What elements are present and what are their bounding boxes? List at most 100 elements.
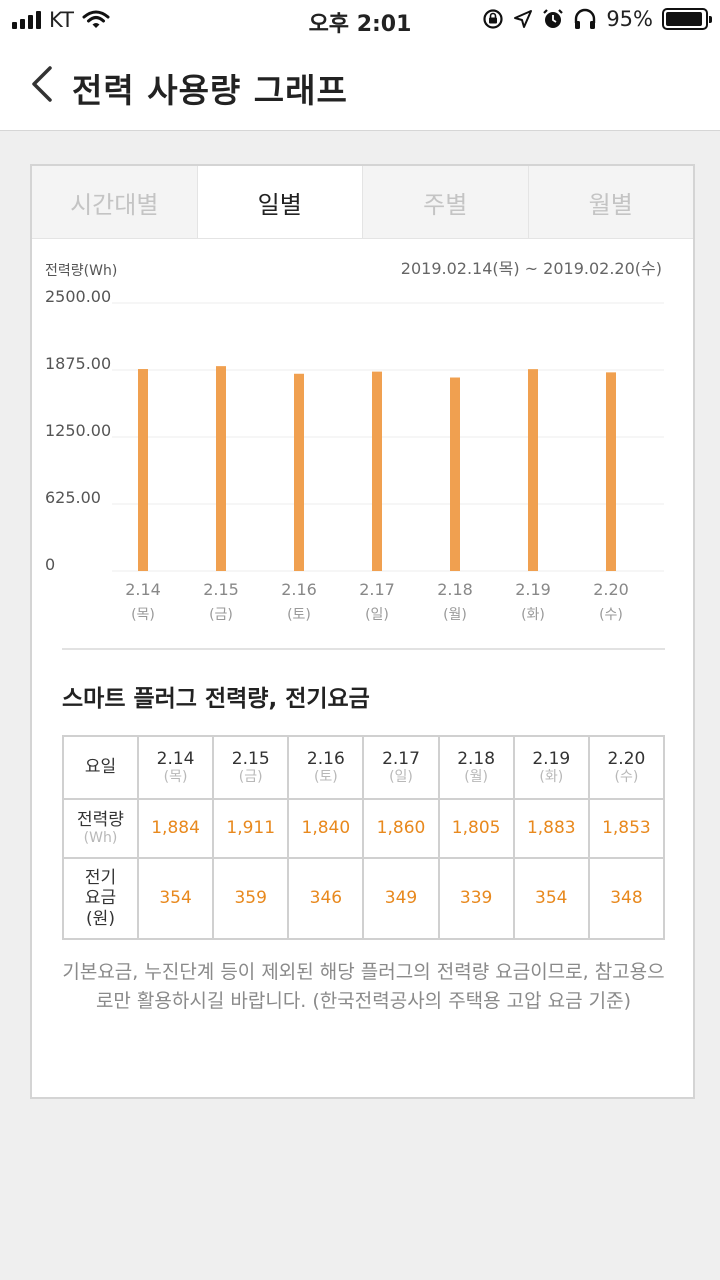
period-tabs: 시간대별 일별 주별 월별 xyxy=(32,166,693,239)
chevron-left-icon xyxy=(32,66,52,102)
page-title: 전력 사용량 그래프 xyxy=(72,71,348,110)
battery-icon xyxy=(662,8,712,30)
x-tick-weekday: (월) xyxy=(443,607,467,623)
cell-date: 2.17 xyxy=(382,748,420,769)
y-tick-label: 1250.00 xyxy=(45,421,111,440)
x-tick-label: 2.18 xyxy=(437,580,473,599)
cost-header-line1: 전기 xyxy=(84,867,117,888)
x-tick-weekday: (일) xyxy=(365,607,389,623)
cell-date: 2.18 xyxy=(457,748,496,769)
table-cell-energy: 1,860 xyxy=(362,798,440,859)
x-tick-label: 2.14 xyxy=(125,580,161,599)
table-cell-cost: 354 xyxy=(512,857,590,940)
tab-daily[interactable]: 일별 xyxy=(197,166,363,238)
battery-percent: 95% xyxy=(606,7,653,31)
cell-weekday: (금) xyxy=(238,769,263,786)
x-tick-label: 2.17 xyxy=(359,580,395,599)
x-tick-weekday: (토) xyxy=(287,607,311,623)
energy-header-unit: (Wh) xyxy=(83,830,118,847)
headphones-icon xyxy=(575,8,596,29)
chart-bar xyxy=(294,373,304,571)
back-button[interactable] xyxy=(22,62,62,106)
tab-label: 시간대별 xyxy=(70,190,159,219)
chart-bar xyxy=(216,366,226,571)
y-tick-label: 2500.00 xyxy=(45,287,111,306)
x-tick-weekday: (수) xyxy=(599,607,623,623)
bar-chart-svg: 전력량(Wh) 2019.02.14(목) ~ 2019.02.20(수) 2500… xyxy=(45,259,664,623)
x-tick-label: 2.15 xyxy=(203,580,239,599)
x-tick-weekday: (목) xyxy=(131,607,155,623)
table-cell-day: 2.14 (목) xyxy=(136,735,215,800)
chart-bar xyxy=(528,369,538,571)
app-header: 전력 사용량 그래프 xyxy=(0,40,720,131)
cost-header-unit: (원) xyxy=(86,908,115,929)
y-tick-label: 0 xyxy=(45,555,55,574)
table-cell-energy: 1,911 xyxy=(212,798,290,859)
day-header: 요일 xyxy=(62,735,139,800)
table-cell-day: 2.16 (토) xyxy=(287,735,365,800)
energy-header-label: 전력량 xyxy=(77,809,124,830)
chart-bar xyxy=(138,369,148,571)
chart-bar xyxy=(450,377,460,571)
alarm-icon xyxy=(543,9,564,28)
y-tick-label: 625.00 xyxy=(45,488,101,507)
cell-weekday: (수) xyxy=(614,769,639,786)
cell-date: 2.14 xyxy=(156,748,195,769)
tab-label: 월별 xyxy=(588,190,633,219)
y-tick-label: 1875.00 xyxy=(45,354,111,373)
chart-divider xyxy=(62,648,665,650)
table-cell-cost: 346 xyxy=(287,857,365,940)
tab-label: 일별 xyxy=(257,190,302,219)
table-cell-cost: 354 xyxy=(136,857,215,940)
tab-hourly[interactable]: 시간대별 xyxy=(32,166,198,238)
x-tick-label: 2.20 xyxy=(593,580,629,599)
x-tick-weekday: (화) xyxy=(521,607,545,623)
table-cell-cost: 349 xyxy=(362,857,440,940)
cell-weekday: (목) xyxy=(163,769,188,786)
status-right: 95% xyxy=(482,7,712,31)
table-cell-energy: 1,884 xyxy=(136,798,215,859)
chart-bar xyxy=(606,372,616,571)
table-cell-day: 2.17 (일) xyxy=(362,735,440,800)
cell-weekday: (일) xyxy=(389,769,413,786)
tab-monthly[interactable]: 월별 xyxy=(529,166,694,238)
signal-icon xyxy=(12,11,41,29)
tab-label: 주별 xyxy=(423,190,468,219)
chart-bar xyxy=(372,371,382,571)
location-icon xyxy=(514,10,533,28)
table-cell-day: 2.18 (월) xyxy=(437,735,515,800)
cell-weekday: (토) xyxy=(313,769,338,786)
usage-table: 요일 2.14 (목) 2.15 (금) 2.16 (토) 2.17 (일) 2.18(… xyxy=(62,735,666,940)
table-row-energy: 전력량 (Wh) 1,884 1,911 1,840 1,860 1,805 1,… xyxy=(62,798,666,859)
cost-header: 전기 요금 (원) xyxy=(62,857,139,940)
table-row-days: 요일 2.14 (목) 2.15 (금) 2.16 (토) 2.17 (일) 2.18(… xyxy=(62,735,666,800)
table-cell-cost: 348 xyxy=(587,857,666,940)
x-tick-label: 2.16 xyxy=(281,580,317,599)
usage-chart: 전력량(Wh) 2019.02.14(목) ~ 2019.02.20(수) 2500… xyxy=(32,246,693,626)
disclaimer-note: 기본요금, 누진단계 등이 제외된 해당 플러그의 전력량 요금이므로, 참고용… xyxy=(62,961,665,1013)
cell-weekday: (월) xyxy=(464,769,489,786)
tab-weekly[interactable]: 주별 xyxy=(363,166,529,238)
table-cell-day: 2.15 (금) xyxy=(212,735,290,800)
table-cell-cost: 359 xyxy=(212,857,290,940)
cell-date: 2.16 xyxy=(306,748,345,769)
rotation-lock-icon xyxy=(483,9,503,29)
carrier-label: KT xyxy=(49,8,74,32)
table-cell-day: 2.19 (화) xyxy=(512,735,590,800)
date-range-label: 2019.02.14(목) ~ 2019.02.20(수) xyxy=(401,259,662,278)
y-axis-label: 전력량(Wh) xyxy=(45,263,117,279)
usage-card: 시간대별 일별 주별 월별 전력량(Wh) 2019.02.14(목) ~ 201… xyxy=(30,164,695,1099)
table-cell-energy: 1,883 xyxy=(512,798,590,859)
section-title: 스마트 플러그 전력량, 전기요금 xyxy=(62,686,370,712)
cell-date: 2.15 xyxy=(231,748,270,769)
x-tick-weekday: (금) xyxy=(209,607,233,623)
cost-header-line2: 요금 xyxy=(84,888,117,909)
status-bar: KT 오후 2:01 95% xyxy=(0,0,720,40)
table-cell-energy: 1,853 xyxy=(587,798,666,859)
cell-date: 2.19 xyxy=(532,748,571,769)
cell-weekday: (화) xyxy=(539,769,564,786)
cell-date: 2.20 xyxy=(607,748,646,769)
wifi-icon xyxy=(82,10,110,28)
energy-header: 전력량 (Wh) xyxy=(62,798,139,859)
x-tick-label: 2.19 xyxy=(515,580,551,599)
